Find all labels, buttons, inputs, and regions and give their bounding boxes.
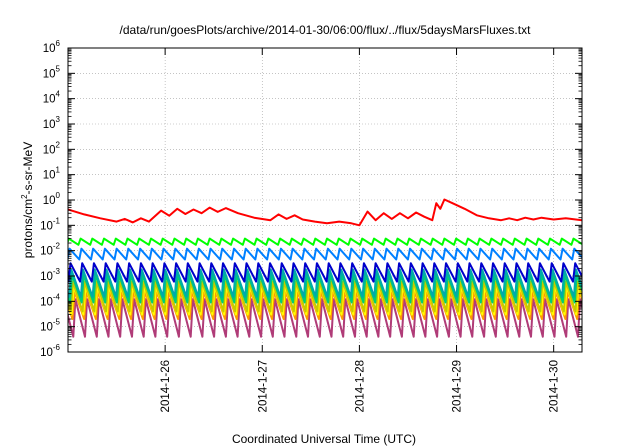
series-line	[68, 290, 582, 320]
x-tick-label: 2014-1-26	[160, 360, 172, 412]
y-tick-label: 104	[43, 90, 61, 106]
y-tick-label: 10-4	[40, 292, 60, 308]
series-line	[68, 198, 582, 227]
y-tick-label: 10-5	[40, 318, 60, 334]
series-line	[68, 237, 582, 246]
chart-title: /data/run/goesPlots/archive/2014-01-30/0…	[120, 23, 532, 37]
y-tick-label: 10-2	[40, 242, 60, 258]
x-tick-label: 2014-1-29	[452, 360, 464, 412]
x-tick-label: 2014-1-28	[354, 360, 366, 412]
series-line	[68, 280, 582, 313]
series-line	[68, 268, 582, 298]
y-tick-label: 102	[43, 140, 61, 156]
x-tick-label: 2014-1-30	[549, 360, 561, 412]
y-tick-label: 10-3	[40, 267, 60, 283]
y-tick-label: 101	[43, 166, 61, 182]
x-tick-label: 2014-1-27	[257, 360, 269, 412]
series-line	[68, 298, 582, 338]
series-line	[68, 262, 582, 283]
series-layer	[68, 198, 582, 338]
x-axis: 2014-1-26 2014-1-27 2014-1-28 2014-1-29 2014…	[160, 48, 561, 412]
y-tick-label: 10-1	[40, 216, 60, 232]
y-tick-label: 10-6	[40, 343, 60, 359]
y-axis-label: protons/cm2-s-sr-MeV	[20, 142, 35, 258]
series-line	[68, 285, 582, 316]
y-tick-label: 100	[43, 191, 61, 207]
y-tick-label: 105	[43, 64, 61, 80]
y-tick-label: 103	[43, 115, 61, 131]
y-axis: 10-6 10-5 10-4 10-3 10-2 10-1 100 101 102 103 104 1…	[40, 39, 582, 359]
series-line	[68, 247, 582, 261]
x-axis-label: Coordinated Universal Time (UTC)	[232, 432, 416, 446]
series-line	[68, 274, 582, 304]
y-tick-label: 106	[43, 39, 61, 55]
